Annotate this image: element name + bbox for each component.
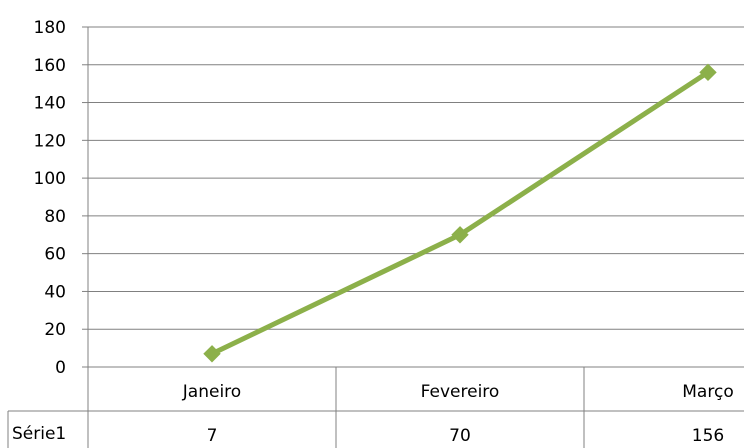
data-table-series-name: Série1 bbox=[12, 424, 66, 444]
y-tick-label-140: 140 bbox=[34, 94, 66, 114]
y-tick-label-40: 40 bbox=[44, 282, 66, 302]
gridlines bbox=[88, 26, 744, 368]
series-lines bbox=[209, 69, 711, 357]
data-point-marker bbox=[699, 63, 717, 82]
y-axis: 0 20 40 60 80 100 120 140 160 180 bbox=[34, 18, 89, 448]
data-point-marker bbox=[203, 345, 221, 363]
y-tick-label-160: 160 bbox=[34, 56, 66, 76]
data-point-marker bbox=[451, 226, 469, 244]
series-markers bbox=[203, 63, 717, 363]
data-table: Janeiro Fevereiro Março Série1 7 70 156 bbox=[7, 367, 744, 448]
data-table-value: 7 bbox=[207, 426, 218, 446]
x-category-label: Março bbox=[682, 382, 733, 402]
data-table-value: 156 bbox=[692, 426, 724, 446]
y-tick-label-60: 60 bbox=[44, 245, 66, 265]
x-category-label: Fevereiro bbox=[421, 382, 500, 402]
series-line bbox=[209, 69, 711, 357]
y-tick-label-80: 80 bbox=[44, 207, 66, 227]
y-tick-label-180: 180 bbox=[34, 18, 66, 38]
y-tick-label-20: 20 bbox=[44, 320, 66, 340]
y-tick-label-120: 120 bbox=[34, 131, 66, 151]
y-tick-label-0: 0 bbox=[55, 358, 66, 378]
data-table-value: 70 bbox=[449, 426, 471, 446]
y-tick-label-100: 100 bbox=[34, 169, 66, 189]
x-category-label: Janeiro bbox=[182, 382, 241, 402]
